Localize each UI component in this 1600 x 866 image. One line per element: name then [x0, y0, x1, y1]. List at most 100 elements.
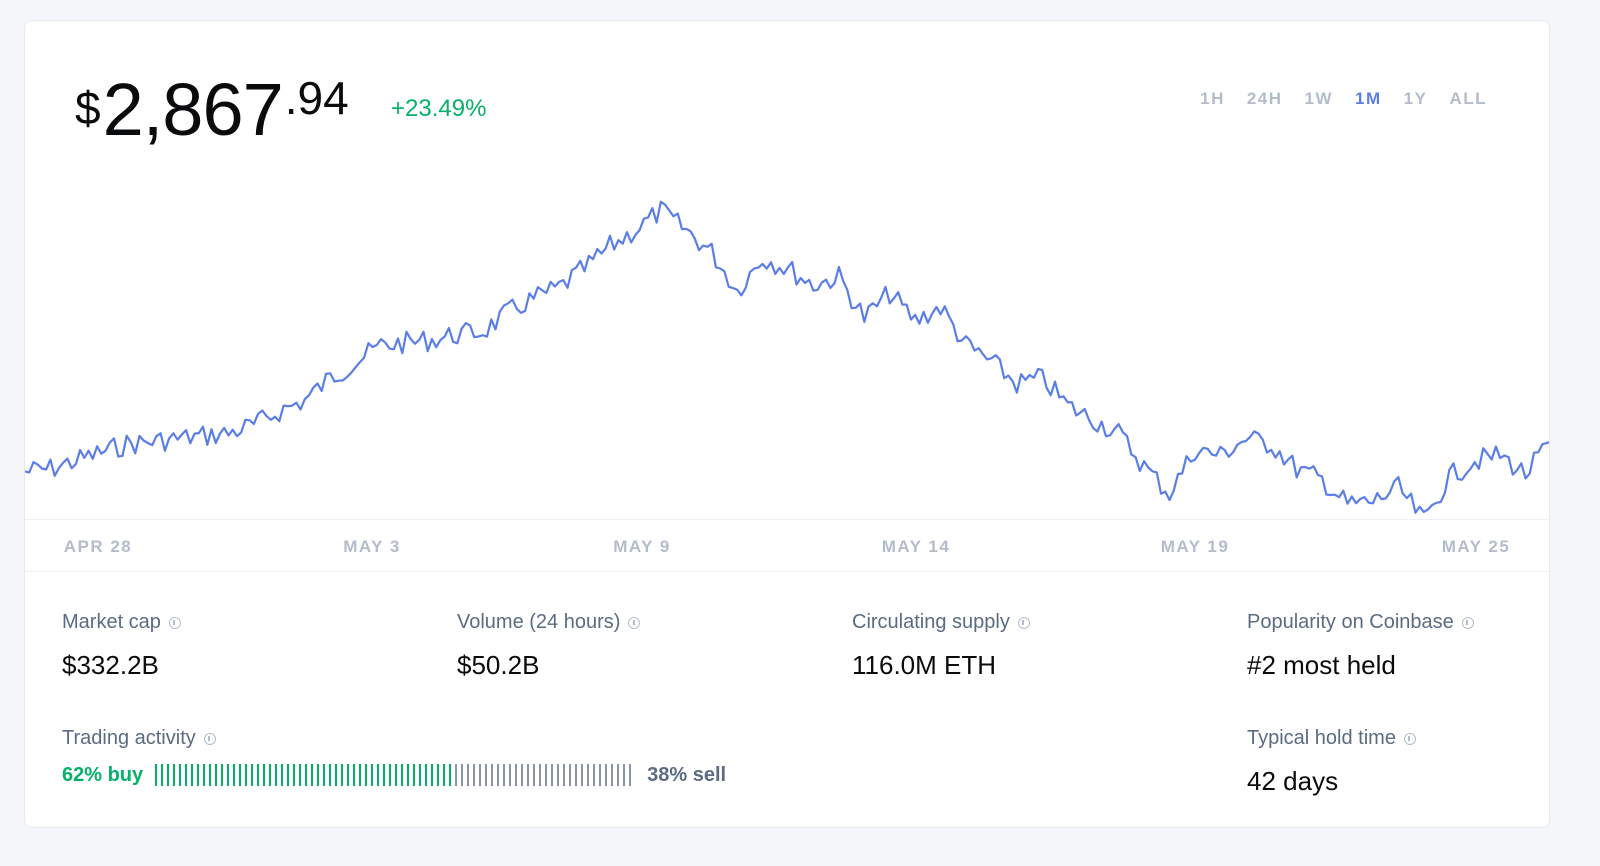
info-icon[interactable] [1403, 732, 1416, 745]
sell-tick [539, 764, 542, 786]
info-icon[interactable] [1461, 616, 1474, 629]
buy-tick [335, 764, 338, 786]
info-icon[interactable] [628, 616, 641, 629]
sell-tick [485, 764, 488, 786]
buy-tick [419, 764, 422, 786]
buy-tick [437, 764, 440, 786]
stat-circulating-supply: Circulating supply 116.0M ETH [852, 611, 1030, 681]
price-currency: $ [75, 82, 101, 134]
range-all[interactable]: ALL [1449, 89, 1487, 108]
stat-market-cap: Market cap $332.2B [62, 611, 181, 681]
buy-percentage: 62% buy [62, 763, 144, 786]
buy-tick [239, 764, 242, 786]
price-chart-svg [25, 200, 1549, 514]
buy-tick [263, 764, 266, 786]
range-24h[interactable]: 24H [1246, 89, 1283, 108]
buy-tick [209, 764, 212, 786]
section-divider [25, 571, 1549, 572]
supply-value: 116.0M ETH [852, 650, 997, 680]
buy-tick [245, 764, 248, 786]
sell-tick [527, 764, 530, 786]
buy-tick [197, 764, 200, 786]
buy-tick [299, 764, 302, 786]
buy-tick [347, 764, 350, 786]
x-tick-label: MAY 14 [881, 537, 951, 556]
buy-tick [179, 764, 182, 786]
sell-tick [629, 764, 632, 786]
sell-tick [563, 764, 566, 786]
sell-tick [533, 764, 536, 786]
range-1m[interactable]: 1M [1355, 89, 1382, 108]
buy-tick [377, 764, 380, 786]
x-tick-label: APR 28 [63, 537, 133, 556]
sell-tick [545, 764, 548, 786]
buy-tick [161, 764, 164, 786]
sell-tick [617, 764, 620, 786]
buy-tick [305, 764, 308, 786]
hold-time-label: Typical hold time [1247, 727, 1396, 749]
buy-tick [407, 764, 410, 786]
info-icon[interactable] [168, 616, 181, 629]
buy-tick [293, 764, 296, 786]
buy-tick [185, 764, 188, 786]
trading-activity-bar: 62% buy 38% sell [62, 763, 726, 787]
buy-tick [365, 764, 368, 786]
buy-tick [401, 764, 404, 786]
price-whole: 2,867 [102, 68, 284, 151]
stat-hold-time: Typical hold time 42 days [1247, 727, 1416, 797]
sell-tick [473, 764, 476, 786]
buy-tick [287, 764, 290, 786]
x-tick-label: MAY 19 [1160, 537, 1230, 556]
buy-tick [383, 764, 386, 786]
x-tick-label: MAY 9 [613, 537, 671, 556]
range-1y[interactable]: 1Y [1403, 89, 1428, 108]
buy-tick [443, 764, 446, 786]
trading-activity-label: Trading activity [62, 727, 196, 749]
stat-volume: Volume (24 hours) $50.2B [457, 611, 641, 681]
stat-trading-activity: Trading activity [62, 727, 216, 750]
buy-tick [281, 764, 284, 786]
price-change: +23.49% [391, 95, 487, 122]
sell-tick [575, 764, 578, 786]
info-icon[interactable] [1017, 616, 1030, 629]
buy-tick [389, 764, 392, 786]
price-chart[interactable] [25, 181, 1549, 541]
sell-tick [551, 764, 554, 786]
volume-value: $50.2B [457, 650, 540, 680]
chart-baseline [25, 519, 1549, 520]
sell-tick [587, 764, 590, 786]
buy-tick [215, 764, 218, 786]
x-axis-labels: APR 28 MAY 3 MAY 9 MAY 14 MAY 19 MAY 25 [25, 537, 1549, 561]
buy-tick [353, 764, 356, 786]
sell-tick [593, 764, 596, 786]
time-range-selector: 1H 24H 1W 1M 1Y ALL [1178, 89, 1487, 109]
buy-tick [359, 764, 362, 786]
buy-tick [317, 764, 320, 786]
market-cap-value: $332.2B [62, 650, 159, 680]
buy-sell-ticks [155, 763, 635, 787]
buy-tick [275, 764, 278, 786]
stat-popularity: Popularity on Coinbase #2 most held [1247, 611, 1474, 681]
sell-tick [467, 764, 470, 786]
sell-tick [455, 764, 458, 786]
sell-tick [515, 764, 518, 786]
info-icon[interactable] [203, 732, 216, 745]
sell-tick [491, 764, 494, 786]
range-1w[interactable]: 1W [1304, 89, 1334, 108]
price-cents: .94 [284, 72, 349, 124]
volume-label: Volume (24 hours) [457, 611, 621, 633]
supply-label: Circulating supply [852, 611, 1010, 633]
popularity-label: Popularity on Coinbase [1247, 611, 1454, 633]
sell-tick [599, 764, 602, 786]
sell-tick [569, 764, 572, 786]
range-1h[interactable]: 1H [1200, 89, 1225, 108]
buy-tick [329, 764, 332, 786]
sell-tick [461, 764, 464, 786]
sell-tick [557, 764, 560, 786]
buy-tick [191, 764, 194, 786]
sell-tick [521, 764, 524, 786]
popularity-value: #2 most held [1247, 650, 1396, 680]
buy-tick [227, 764, 230, 786]
sell-tick [605, 764, 608, 786]
buy-tick [449, 764, 452, 786]
